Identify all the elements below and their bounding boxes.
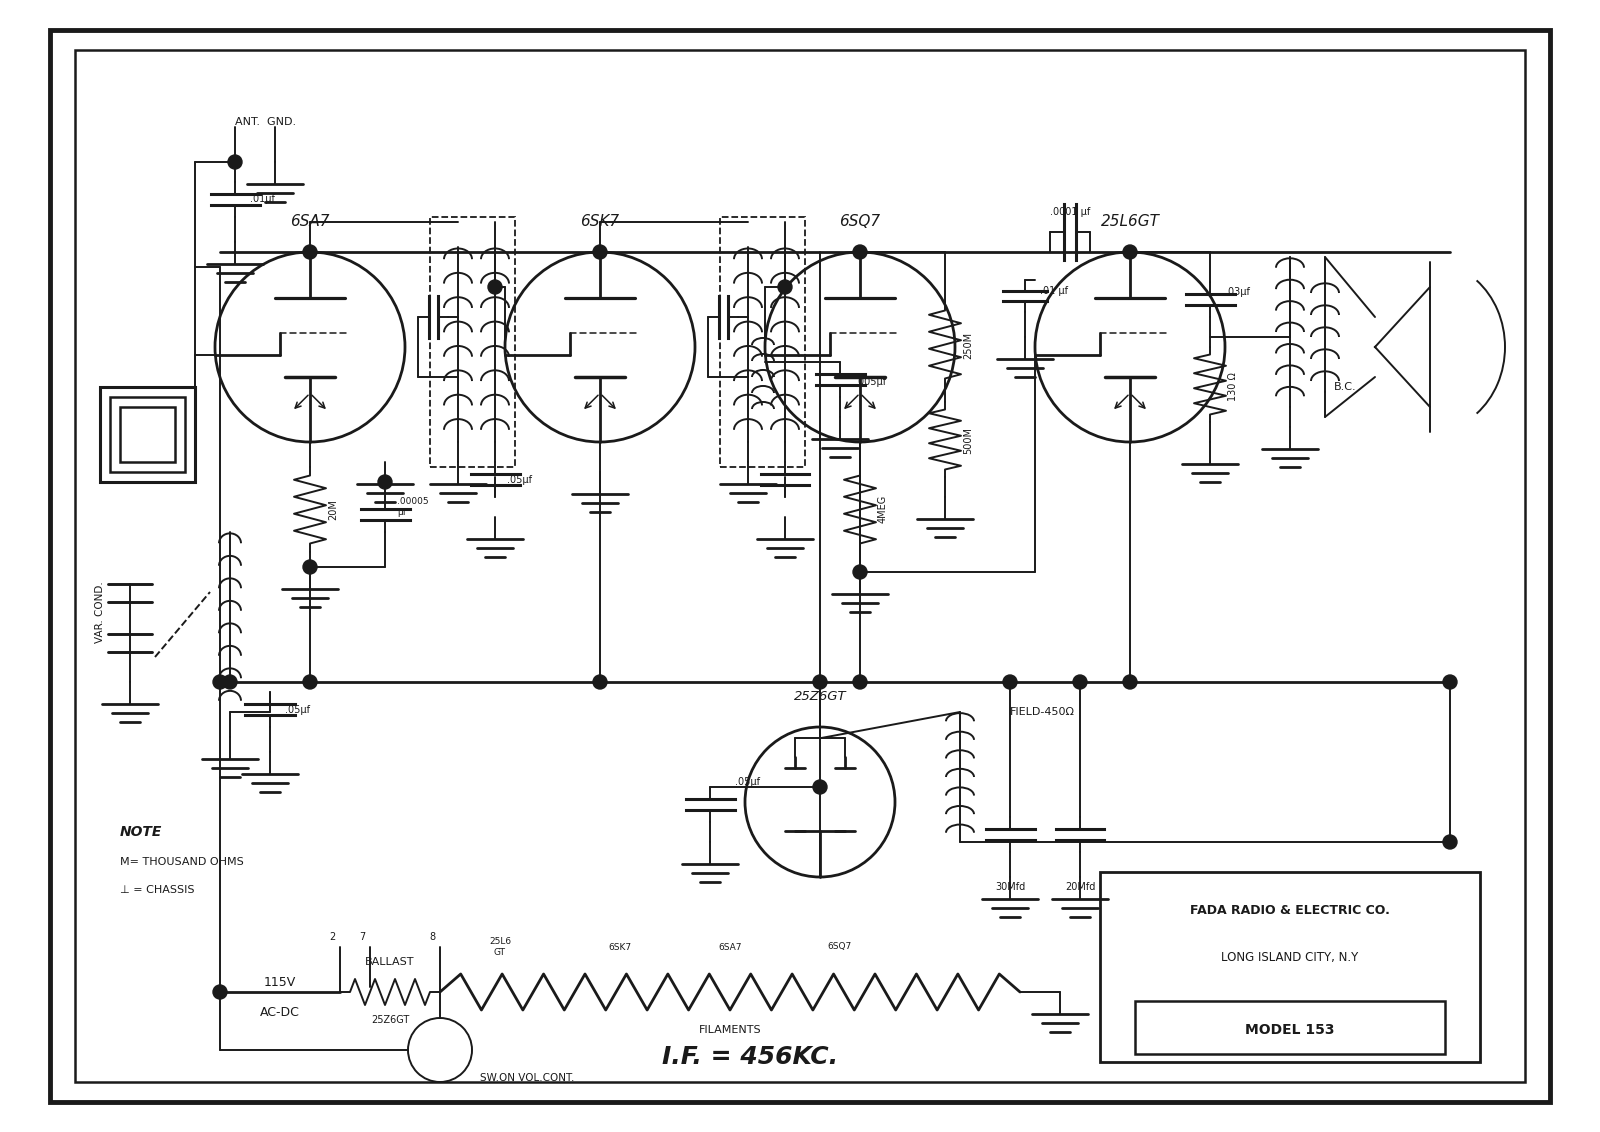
Text: .05μf: .05μf xyxy=(507,475,531,484)
Text: 6SK7: 6SK7 xyxy=(608,943,632,952)
Text: 115V: 115V xyxy=(264,976,296,988)
Circle shape xyxy=(813,780,827,794)
Text: 25L6GT: 25L6GT xyxy=(1101,214,1160,230)
Text: LONG ISLAND CITY, N.Y: LONG ISLAND CITY, N.Y xyxy=(1221,951,1358,964)
Circle shape xyxy=(813,675,827,689)
Text: FILAMENTS: FILAMENTS xyxy=(699,1024,762,1035)
Bar xyxy=(720,217,805,468)
Text: 8: 8 xyxy=(429,932,435,942)
Text: .0001 μf: .0001 μf xyxy=(1050,207,1090,217)
Text: 2: 2 xyxy=(330,932,334,942)
Circle shape xyxy=(1123,675,1138,689)
Text: FIELD-450Ω: FIELD-450Ω xyxy=(1010,708,1075,717)
Bar xyxy=(430,217,515,468)
Text: M= THOUSAND OHMS: M= THOUSAND OHMS xyxy=(120,857,243,867)
Bar xyxy=(120,408,174,462)
Text: .00005
μf: .00005 μf xyxy=(397,497,429,516)
Text: 4MEG: 4MEG xyxy=(878,495,888,523)
Circle shape xyxy=(302,560,317,574)
Bar xyxy=(110,397,186,472)
Circle shape xyxy=(778,280,792,294)
Circle shape xyxy=(229,155,242,169)
Text: .005μf: .005μf xyxy=(854,377,886,387)
Bar xyxy=(1134,1001,1445,1054)
Circle shape xyxy=(1074,675,1086,689)
Text: MODEL 153: MODEL 153 xyxy=(1245,1022,1334,1037)
Text: SW.ON VOL.CONT.: SW.ON VOL.CONT. xyxy=(480,1073,574,1083)
Text: 500M: 500M xyxy=(963,427,973,454)
Circle shape xyxy=(1123,245,1138,259)
Circle shape xyxy=(302,245,317,259)
Text: AC-DC: AC-DC xyxy=(261,1005,299,1019)
Text: VAR. COND.: VAR. COND. xyxy=(94,581,106,643)
Text: FADA RADIO & ELECTRIC CO.: FADA RADIO & ELECTRIC CO. xyxy=(1190,903,1390,917)
Text: 25Z6GT: 25Z6GT xyxy=(794,691,846,703)
Text: 6SK7: 6SK7 xyxy=(581,214,619,230)
Bar xyxy=(1101,872,1480,1062)
Text: BALLAST: BALLAST xyxy=(365,957,414,967)
Text: ⊥ = CHASSIS: ⊥ = CHASSIS xyxy=(120,885,195,895)
Text: 6SA7: 6SA7 xyxy=(718,943,742,952)
Text: 6SQ7: 6SQ7 xyxy=(827,943,853,952)
Text: 30Mfd: 30Mfd xyxy=(995,882,1026,892)
Text: 25Z6GT: 25Z6GT xyxy=(371,1015,410,1024)
Text: .01 μf: .01 μf xyxy=(1040,286,1069,295)
Circle shape xyxy=(222,675,237,689)
Circle shape xyxy=(853,675,867,689)
Circle shape xyxy=(488,280,502,294)
Text: 7: 7 xyxy=(358,932,365,942)
Text: 20M: 20M xyxy=(328,499,338,521)
Circle shape xyxy=(1003,675,1018,689)
Circle shape xyxy=(213,675,227,689)
Text: 6SQ7: 6SQ7 xyxy=(840,214,880,230)
Circle shape xyxy=(302,675,317,689)
Text: .05μf: .05μf xyxy=(285,705,310,715)
Circle shape xyxy=(594,245,606,259)
Text: ANT.  GND.: ANT. GND. xyxy=(235,117,296,127)
Text: 250M: 250M xyxy=(963,332,973,359)
Text: 6SA7: 6SA7 xyxy=(290,214,330,230)
Text: .01μf: .01μf xyxy=(250,194,275,204)
Circle shape xyxy=(213,985,227,1000)
Text: 25L6
GT: 25L6 GT xyxy=(490,937,510,957)
Text: .03μf: .03μf xyxy=(1226,288,1250,297)
Text: NOTE: NOTE xyxy=(120,825,162,839)
Text: I.F. = 456KC.: I.F. = 456KC. xyxy=(662,1045,838,1069)
Circle shape xyxy=(1443,835,1458,849)
Text: 130 Ω: 130 Ω xyxy=(1229,372,1238,402)
Circle shape xyxy=(594,675,606,689)
Bar xyxy=(99,387,195,482)
Circle shape xyxy=(378,475,392,489)
Circle shape xyxy=(1443,675,1458,689)
Circle shape xyxy=(853,245,867,259)
Text: 20Mfd: 20Mfd xyxy=(1066,882,1094,892)
Text: B.C.: B.C. xyxy=(1334,381,1357,392)
Text: .05μf: .05μf xyxy=(734,777,760,787)
Circle shape xyxy=(853,565,867,578)
